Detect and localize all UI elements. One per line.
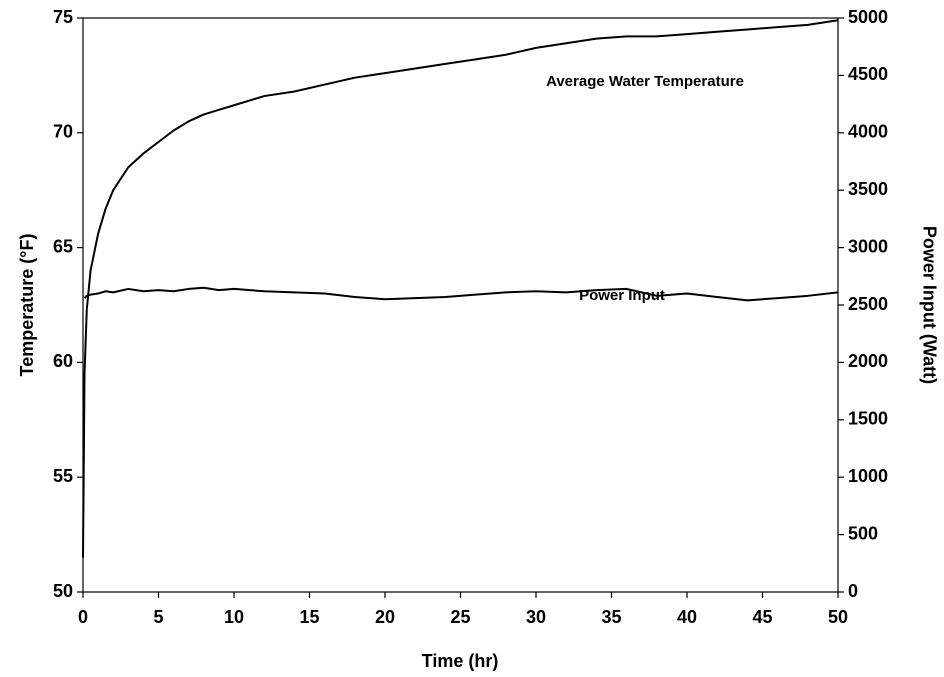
y2-tick-label: 0	[848, 581, 858, 601]
y2-tick-label: 3500	[848, 179, 888, 199]
x-tick-label: 25	[450, 607, 470, 627]
y-tick-label: 55	[53, 466, 73, 486]
series-line	[83, 286, 839, 302]
y2-tick-label: 4000	[848, 122, 888, 142]
y2-tick-label: 1000	[848, 466, 888, 486]
series-annotation: Average Water Temperature	[546, 73, 744, 90]
y2-tick-label: 1500	[848, 409, 888, 429]
x-tick-label: 35	[601, 607, 621, 627]
y2-tick-label: 4500	[848, 64, 888, 84]
series-annotation: Power Input	[579, 287, 665, 304]
x-tick-label: 20	[375, 607, 395, 627]
y-tick-label: 50	[53, 581, 73, 601]
x-tick-label: 15	[299, 607, 319, 627]
y-axis-label: Temperature (°F)	[17, 234, 37, 377]
x-tick-label: 40	[677, 607, 697, 627]
y-tick-label: 70	[53, 122, 73, 142]
x-axis-label: Time (hr)	[422, 651, 499, 671]
y-tick-label: 65	[53, 236, 73, 256]
y2-tick-label: 3000	[848, 236, 888, 256]
y2-tick-label: 2500	[848, 294, 888, 314]
y-tick-label: 60	[53, 351, 73, 371]
x-tick-label: 10	[224, 607, 244, 627]
y2-axis-label: Power Input (Watt)	[919, 226, 939, 384]
plot-frame	[82, 17, 839, 593]
y2-tick-label: 500	[848, 523, 878, 543]
y2-tick-label: 5000	[848, 7, 888, 27]
x-tick-label: 5	[153, 607, 163, 627]
x-tick-label: 50	[828, 607, 848, 627]
x-tick-label: 45	[752, 607, 772, 627]
y2-tick-label: 2000	[848, 351, 888, 371]
x-tick-label: 0	[78, 607, 88, 627]
x-tick-label: 30	[526, 607, 546, 627]
y-tick-label: 75	[53, 7, 73, 27]
series-line	[82, 19, 839, 558]
